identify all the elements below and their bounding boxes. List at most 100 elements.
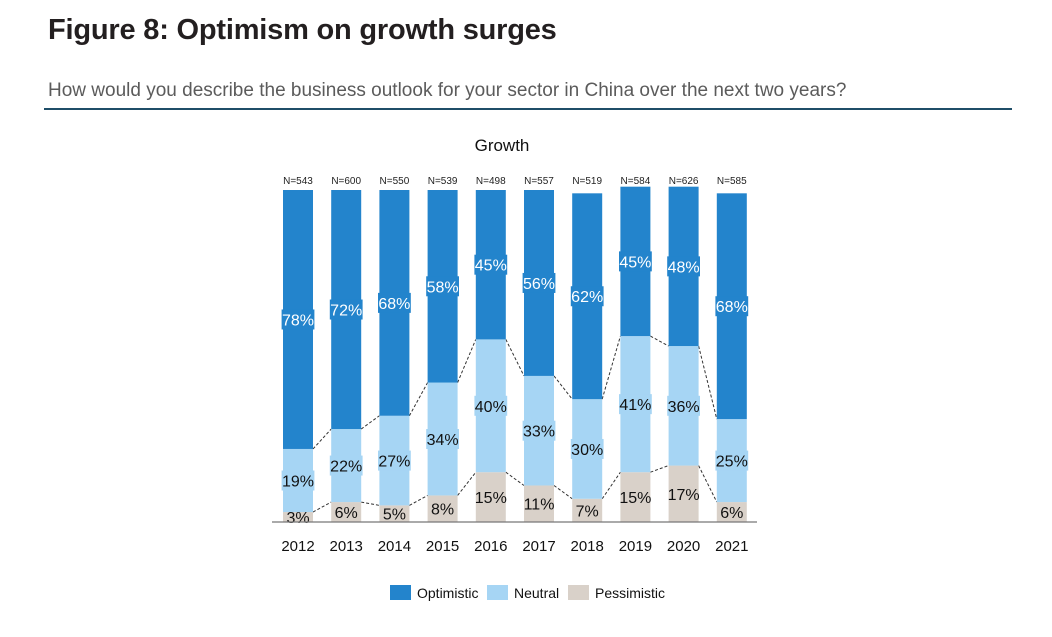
- bar-pessimistic-2020: [668, 465, 699, 522]
- bar-pessimistic-2016: [475, 472, 506, 522]
- sample-size-label: N=585: [717, 176, 747, 187]
- connector-line: [457, 339, 477, 383]
- legend-label-neutral: Neutral: [514, 585, 559, 601]
- bar-pessimistic-2021: [716, 502, 747, 522]
- connector-line: [505, 471, 525, 486]
- x-tick-label: 2020: [667, 538, 700, 555]
- connector-line: [360, 415, 380, 430]
- value-label-neutral-2015: 34%: [427, 432, 459, 449]
- value-label-optimistic-2018: 62%: [571, 289, 603, 306]
- value-label-optimistic-2016: 45%: [475, 258, 507, 275]
- connector-line: [505, 339, 525, 377]
- value-label-optimistic-2014: 68%: [378, 296, 410, 313]
- value-label-box: [667, 395, 700, 416]
- x-axis: N=543 N=600 N=550 N=539 N=498 N=557 N=519 N=584…: [272, 176, 757, 555]
- value-label-neutral-2019: 41%: [619, 397, 651, 414]
- value-label-optimistic-2017: 56%: [523, 276, 555, 293]
- legend-label-pessimistic: Pessimistic: [595, 585, 665, 601]
- bar-pessimistic-2019: [620, 472, 651, 522]
- value-label-neutral-2014: 27%: [378, 454, 410, 471]
- legend-swatch-neutral: [487, 585, 508, 600]
- legend-swatch-optimistic: [390, 585, 411, 600]
- connector-line: [650, 335, 669, 347]
- connector-line: [553, 375, 573, 400]
- connector-line: [601, 471, 621, 500]
- value-label-optimistic-2021: 68%: [716, 299, 748, 316]
- value-label-box: [522, 420, 556, 441]
- value-label-neutral-2017: 33%: [523, 424, 555, 441]
- value-label-box: [329, 455, 363, 476]
- value-label-box: [570, 438, 604, 459]
- value-label-optimistic-2013: 72%: [330, 303, 362, 320]
- connector-line: [361, 501, 380, 506]
- sample-size-label: N=557: [524, 176, 554, 187]
- value-label-box: [522, 272, 556, 293]
- header-divider: [44, 108, 1012, 110]
- bar-pessimistic-2014: [379, 505, 410, 522]
- legend-label-optimistic: Optimistic: [417, 585, 478, 601]
- chart-title: Growth: [475, 136, 530, 155]
- connector-line: [409, 495, 428, 506]
- x-tick-label: 2019: [619, 538, 652, 555]
- value-label-optimistic-2020: 48%: [668, 259, 700, 276]
- figure-subtitle: How would you describe the business outl…: [48, 80, 847, 101]
- x-tick-label: 2018: [571, 538, 604, 555]
- connector-line: [698, 465, 718, 503]
- value-label-pessimistic-2019: 15%: [619, 490, 651, 507]
- value-label-pessimistic-2020: 17%: [668, 487, 700, 504]
- value-label-box: [474, 254, 508, 275]
- sample-size-label: N=539: [428, 176, 458, 187]
- sample-size-label: N=519: [572, 176, 602, 187]
- value-label-box: [570, 286, 604, 307]
- sample-size-label: N=626: [669, 176, 699, 187]
- value-label-box: [281, 470, 315, 491]
- sample-size-label: N=498: [476, 176, 506, 187]
- value-label-pessimistic-2015: 8%: [431, 502, 454, 519]
- value-label-optimistic-2012: 78%: [282, 312, 314, 329]
- bar-pessimistic-2013: [331, 502, 362, 522]
- bar-pessimistic-2017: [524, 485, 554, 522]
- x-tick-label: 2013: [330, 538, 363, 555]
- value-label-neutral-2018: 30%: [571, 442, 603, 459]
- connector-line: [312, 501, 332, 513]
- connector-line: [553, 485, 573, 500]
- x-tick-label: 2017: [522, 538, 555, 555]
- value-label-box: [619, 394, 652, 415]
- value-label-optimistic-2015: 58%: [427, 279, 459, 296]
- value-label-box: [426, 429, 459, 449]
- value-label-pessimistic-2016: 15%: [475, 490, 507, 507]
- value-label-pessimistic-2013: 6%: [335, 505, 358, 522]
- value-label-pessimistic-2012: 3%: [286, 510, 309, 527]
- value-label-box: [667, 256, 700, 277]
- connector-line: [698, 345, 718, 420]
- x-tick-label: 2016: [474, 538, 507, 555]
- sample-size-label: N=543: [283, 176, 313, 187]
- bar-pessimistic-2012: [283, 512, 313, 522]
- value-label-neutral-2020: 36%: [668, 399, 700, 416]
- value-label-neutral-2013: 22%: [330, 459, 362, 476]
- bar-pessimistic-2018: [572, 498, 603, 522]
- figure-title: Figure 8: Optimism on growth surges: [48, 14, 557, 46]
- value-label-pessimistic-2021: 6%: [720, 505, 743, 522]
- value-label-box: [378, 450, 411, 471]
- value-label-pessimistic-2017: 11%: [524, 497, 555, 514]
- connector-line: [457, 471, 477, 496]
- x-tick-label: 2021: [715, 538, 748, 555]
- x-tick-label: 2015: [426, 538, 459, 555]
- connector-line: [408, 382, 429, 417]
- connector-line: [312, 428, 332, 450]
- connector-line: [650, 465, 669, 473]
- legend: Optimistic Neutral Pessimistic: [390, 585, 665, 601]
- x-tick-label: 2014: [378, 538, 411, 555]
- value-label-box: [715, 450, 749, 471]
- value-label-box: [715, 296, 749, 317]
- value-label-box: [329, 299, 363, 320]
- connector-line: [601, 335, 621, 400]
- sample-size-label: N=584: [621, 176, 651, 187]
- value-label-box: [426, 276, 459, 297]
- value-label-box: [474, 395, 508, 416]
- value-label-neutral-2021: 25%: [716, 454, 748, 471]
- value-label-neutral-2016: 40%: [475, 399, 507, 416]
